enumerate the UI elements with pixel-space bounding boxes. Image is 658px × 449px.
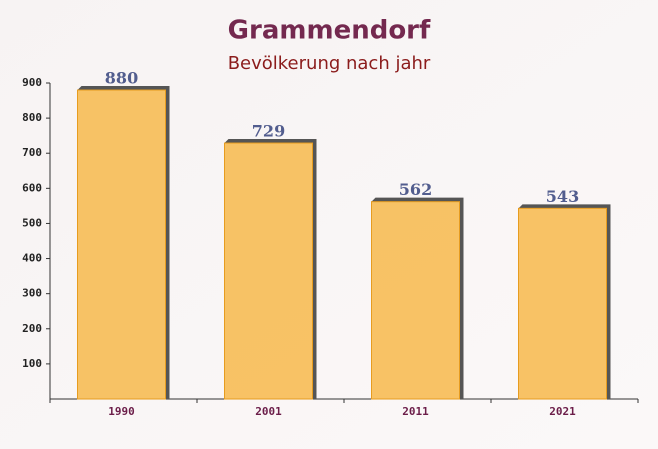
chart-subtitle: Bevölkerung nach jahr <box>228 53 431 74</box>
x-tick-label: 1990 <box>108 405 135 418</box>
y-tick-label: 400 <box>22 252 42 265</box>
bar <box>224 142 313 400</box>
y-tick-label: 900 <box>22 76 42 89</box>
x-tick-label: 2021 <box>549 405 576 418</box>
y-tick-label: 500 <box>22 216 42 229</box>
y-tick-label: 700 <box>22 146 42 159</box>
y-tick-label: 300 <box>22 287 42 300</box>
bar <box>518 207 607 400</box>
bar <box>371 201 460 400</box>
y-tick-label: 200 <box>22 322 42 335</box>
value-label: 729 <box>252 122 285 141</box>
y-tick-label: 100 <box>22 357 42 370</box>
y-tick-label: 600 <box>22 181 42 194</box>
x-tick-label: 2001 <box>255 405 282 418</box>
x-tick-label: 2011 <box>402 405 429 418</box>
value-label: 880 <box>105 69 138 88</box>
chart-title: Grammendorf <box>228 16 431 46</box>
value-label: 562 <box>399 180 432 199</box>
y-tick-label: 800 <box>22 111 42 124</box>
value-label: 543 <box>546 187 579 206</box>
bar <box>77 89 166 400</box>
